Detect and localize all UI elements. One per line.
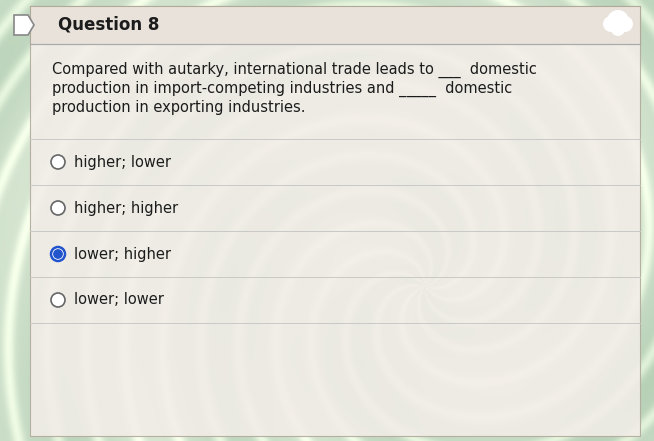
Text: Question 8: Question 8 [58, 16, 160, 34]
Text: production in import-competing industries and _____  domestic: production in import-competing industrie… [52, 81, 512, 97]
Circle shape [51, 247, 65, 261]
Circle shape [607, 10, 629, 32]
Circle shape [51, 293, 65, 307]
Circle shape [51, 155, 65, 169]
Text: lower; lower: lower; lower [74, 292, 164, 307]
Polygon shape [14, 15, 34, 35]
Text: lower; higher: lower; higher [74, 247, 171, 262]
Circle shape [54, 250, 62, 258]
Circle shape [603, 16, 619, 32]
Text: higher; higher: higher; higher [74, 201, 178, 216]
Text: Compared with autarky, international trade leads to ___  domestic: Compared with autarky, international tra… [52, 62, 537, 78]
Circle shape [617, 16, 633, 32]
Circle shape [51, 201, 65, 215]
Bar [30, 6, 640, 44]
Text: higher; lower: higher; lower [74, 154, 171, 169]
Circle shape [611, 22, 625, 36]
FancyBboxPatch shape [30, 6, 640, 436]
Text: production in exporting industries.: production in exporting industries. [52, 100, 305, 115]
